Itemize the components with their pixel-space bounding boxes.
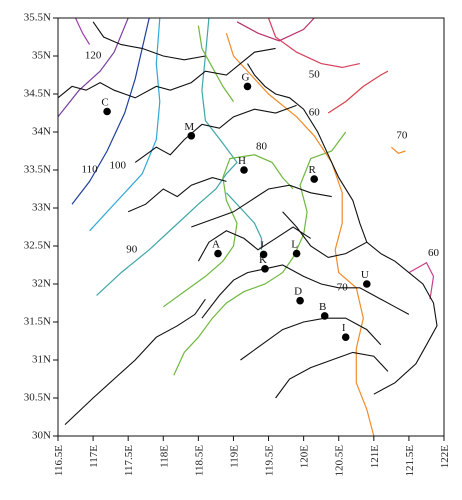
contour-line xyxy=(74,17,91,45)
x-tick-label: 121.5E xyxy=(404,445,416,477)
station-marker xyxy=(103,107,111,116)
station-marker xyxy=(261,265,269,273)
contour-label: 60 xyxy=(309,107,321,119)
y-tick-label: 35N xyxy=(32,50,51,62)
station-marker xyxy=(310,175,319,183)
station-marker xyxy=(243,82,252,91)
y-tick-label: 30N xyxy=(32,430,51,442)
y-tick-label: 33N xyxy=(32,202,51,214)
stations-layer: C G M H R A JK L U D B I xyxy=(101,71,371,342)
contour-line xyxy=(225,192,263,250)
station-marker xyxy=(214,249,222,258)
x-tick-label: 119.5E xyxy=(264,445,276,476)
station-marker xyxy=(240,166,248,174)
x-tick-label: 121E xyxy=(369,445,381,469)
contour-line xyxy=(327,70,389,114)
x-tick-label: 120E xyxy=(299,445,311,469)
station-marker xyxy=(292,249,301,258)
boundary-line xyxy=(240,317,382,361)
map-frame xyxy=(57,17,445,437)
boundary-line xyxy=(247,63,438,395)
y-tick-label: 31N xyxy=(32,354,51,366)
station-marker xyxy=(296,296,304,305)
boundary-line xyxy=(275,351,389,399)
boundary-line xyxy=(191,184,332,228)
station-label: R xyxy=(309,164,317,176)
station-marker xyxy=(363,280,371,288)
contour-line xyxy=(236,17,315,42)
boundary-line xyxy=(92,21,206,61)
contour-line xyxy=(391,146,406,154)
contour-label: 100 xyxy=(109,160,126,172)
station-label: D xyxy=(294,286,302,298)
y-tick-label: 35.5N xyxy=(24,12,51,24)
station-label: U xyxy=(361,269,369,281)
contour-line xyxy=(408,261,435,300)
station-marker xyxy=(187,132,196,140)
contour-line xyxy=(173,131,347,376)
contour-line xyxy=(267,17,360,69)
contour-line xyxy=(197,25,234,102)
contour-label: 90 xyxy=(126,243,138,255)
x-tick-label: 118E xyxy=(158,445,170,468)
contour-line xyxy=(96,17,238,296)
contour-label: 60 xyxy=(428,247,440,259)
contour-line xyxy=(162,154,294,308)
x-tick-label: 119E xyxy=(228,445,240,468)
boundary-line xyxy=(134,104,297,163)
boundary-line xyxy=(201,264,410,319)
station-label: J xyxy=(259,239,264,251)
contour-line xyxy=(57,17,129,118)
boundary-line xyxy=(197,226,311,262)
station-marker xyxy=(320,312,329,320)
y-tick-label: 31.5N xyxy=(24,316,51,328)
contour-label: 110 xyxy=(82,164,99,176)
station-marker xyxy=(259,250,268,259)
y-tick-label: 32N xyxy=(32,278,51,290)
y-tick-label: 32.5N xyxy=(24,240,51,252)
station-label: B xyxy=(319,301,326,313)
station-label: A xyxy=(212,239,220,251)
station-label: H xyxy=(238,155,246,167)
y-tick-label: 34N xyxy=(32,126,51,138)
contour-label: 120 xyxy=(85,50,102,62)
station-label: M xyxy=(184,121,194,133)
station-label: L xyxy=(291,239,298,251)
boundary-line xyxy=(282,211,368,258)
station-marker xyxy=(341,333,350,342)
y-tick-label: 34.5N xyxy=(24,88,51,100)
boundary-line xyxy=(57,47,276,99)
x-tick-label: 117.5E xyxy=(123,445,135,476)
y-tick-label: 33.5N xyxy=(24,164,51,176)
contour-line xyxy=(225,33,375,437)
boundary-line xyxy=(64,298,206,425)
axes-layer: 116.5E 117E 117.5E 118E 118.5E 119E 119.5E 120E… xyxy=(24,12,451,477)
boundary-line xyxy=(127,177,227,213)
contour-line xyxy=(89,17,161,232)
station-label: K xyxy=(259,254,267,266)
x-tick-label: 116.5E xyxy=(53,445,65,476)
contour-label: 80 xyxy=(256,141,268,153)
y-tick-label: 30.5N xyxy=(24,392,51,404)
station-label: I xyxy=(342,322,346,334)
station-label: G xyxy=(242,71,250,83)
x-tick-label: 120.5E xyxy=(334,445,346,477)
contour-label: 50 xyxy=(309,69,321,81)
x-tick-label: 122E xyxy=(439,445,451,469)
x-tick-label: 117E xyxy=(88,445,100,468)
coastline-layer xyxy=(57,21,438,425)
contour-label: 70 xyxy=(396,129,408,141)
station-label: C xyxy=(101,97,108,109)
x-tick-label: 118.5E xyxy=(193,445,205,476)
